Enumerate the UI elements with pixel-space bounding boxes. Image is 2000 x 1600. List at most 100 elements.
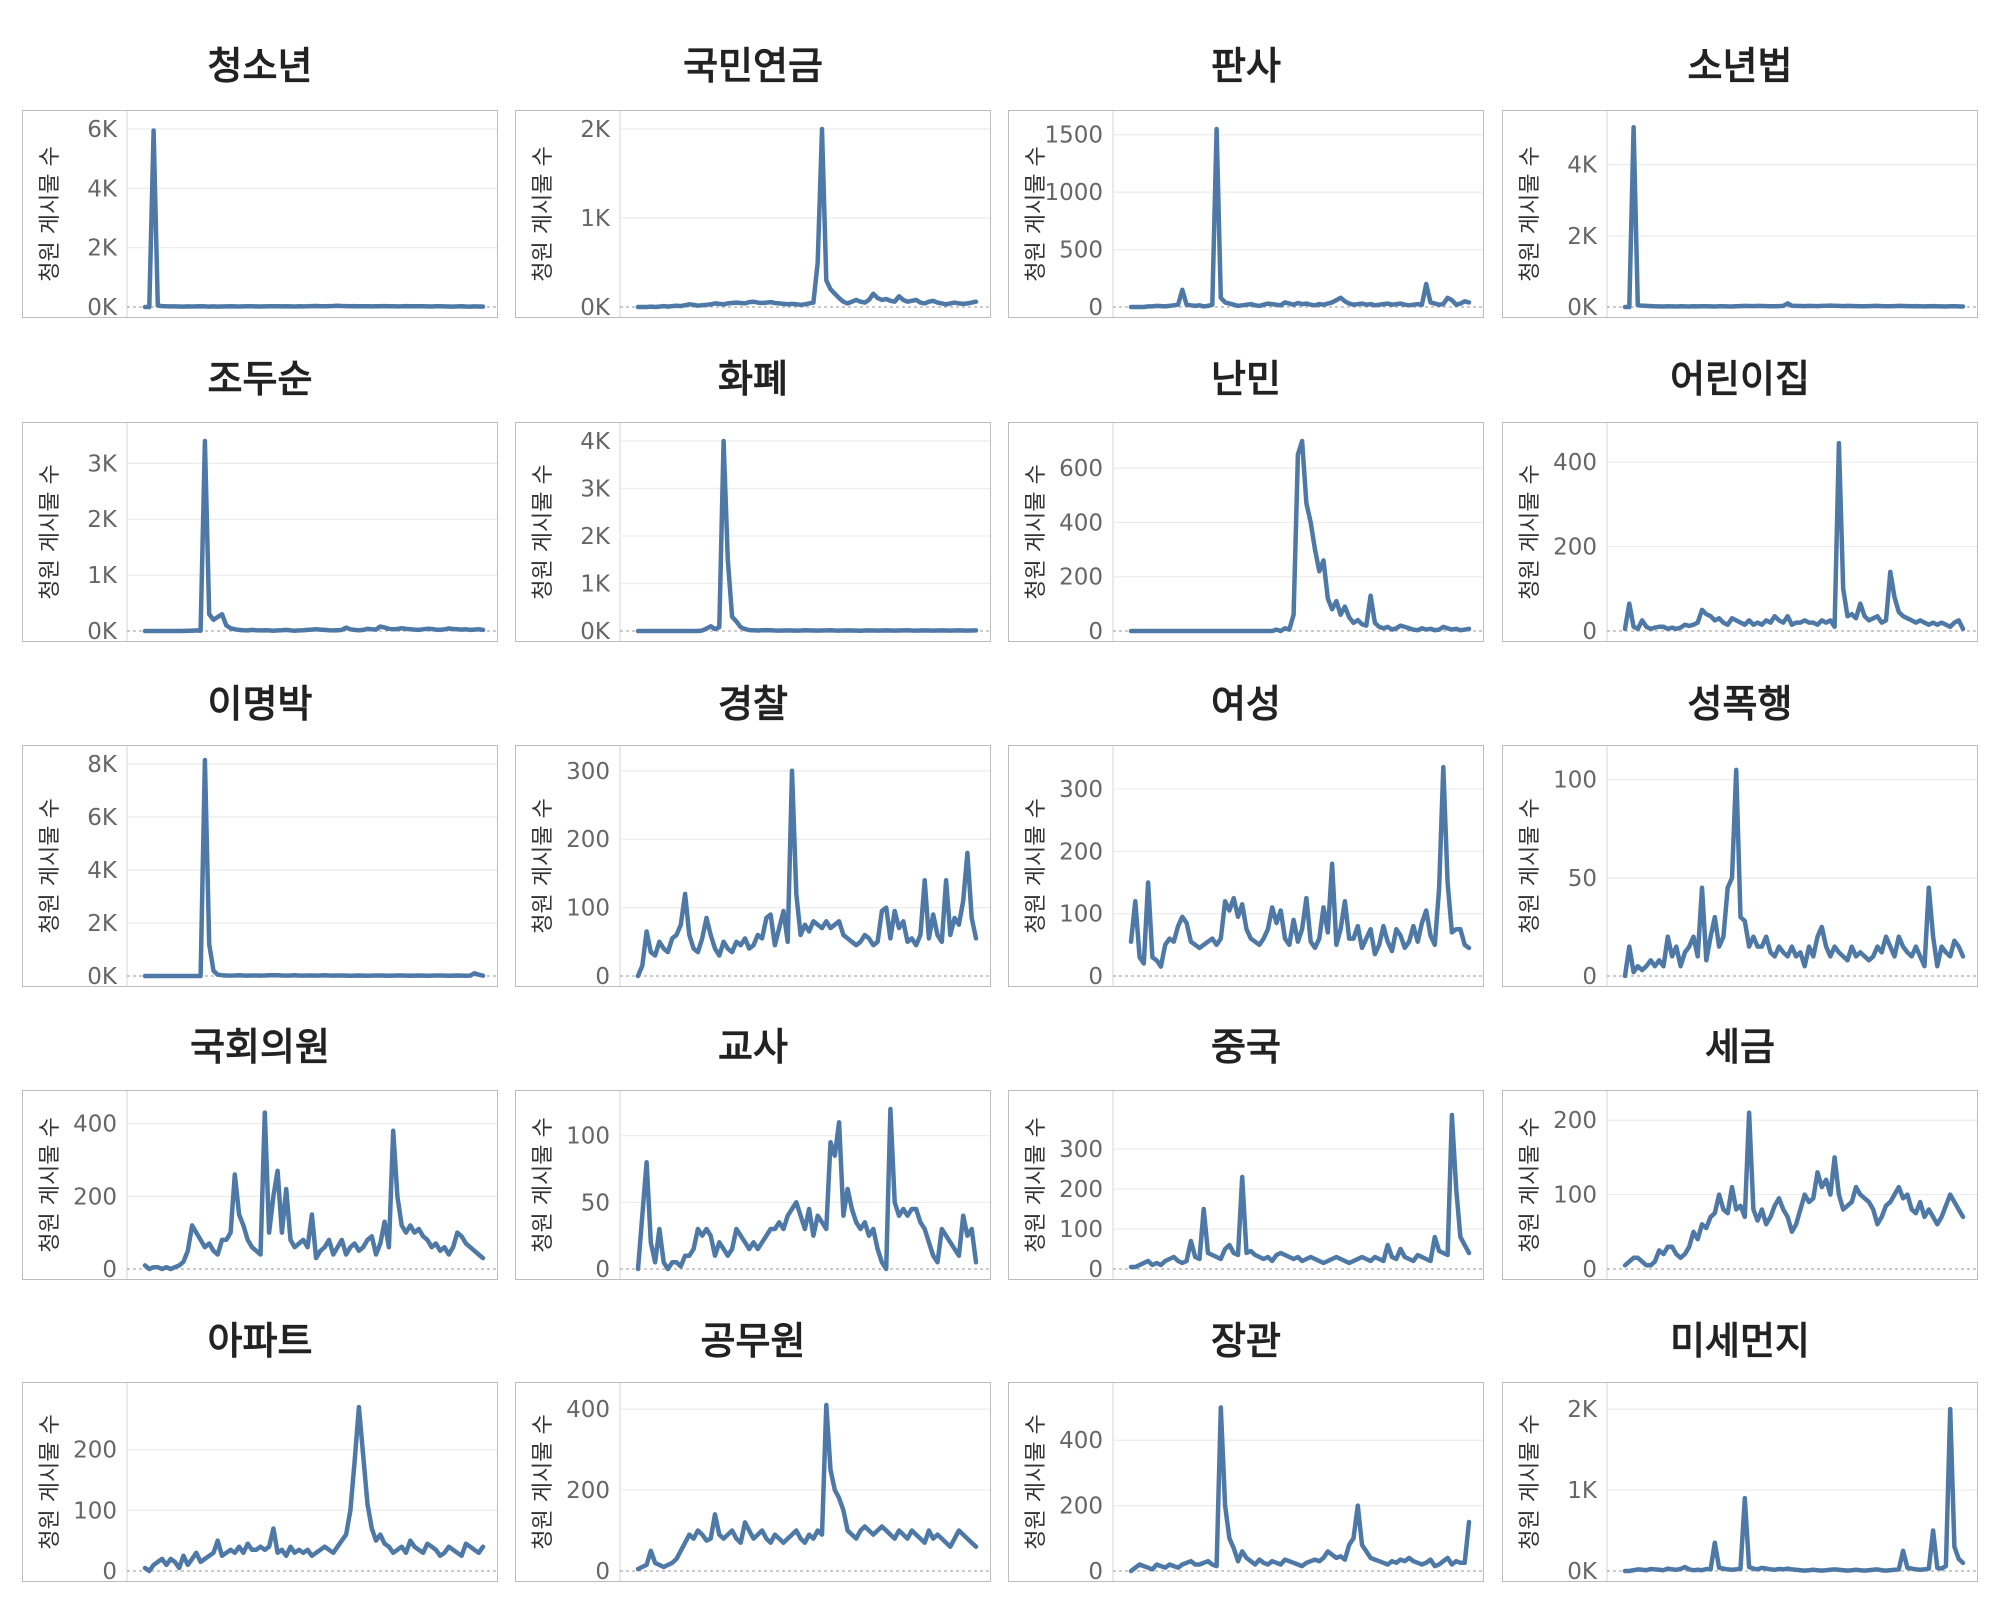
chart-panel: 판사 청원 게시물 수 0 500 1000 1500 xyxy=(1008,35,1484,318)
chart-panel: 성폭행 청원 게시물 수 0 50 100 xyxy=(1502,673,1978,987)
y-tick-label: 100 xyxy=(566,1124,610,1150)
series-line xyxy=(142,1110,486,1272)
series-line xyxy=(1622,440,1966,632)
y-tick-label: 0K xyxy=(87,964,118,986)
chart-frame: 청원 게시물 수 0K 1K 2K 3K xyxy=(22,422,498,642)
chart-frame: 청원 게시물 수 0 200 400 xyxy=(22,1090,498,1280)
series-line xyxy=(1128,764,1472,969)
series-line xyxy=(142,128,486,310)
chart-frame: 청원 게시물 수 0 200 400 xyxy=(1008,1382,1484,1582)
chart-panel: 공무원 청원 게시물 수 0 200 400 xyxy=(515,1310,991,1582)
chart-frame: 청원 게시물 수 0 100 200 xyxy=(1502,1090,1978,1280)
y-tick-label: 3K xyxy=(580,477,611,503)
series-line xyxy=(1128,126,1472,310)
chart-panel: 조두순 청원 게시물 수 0K 1K 2K 3K xyxy=(22,348,498,642)
y-tick-label: 0 xyxy=(102,1257,117,1279)
line-chart: 0 100 200 300 xyxy=(566,746,990,986)
chart-title: 청소년 xyxy=(207,44,313,88)
chart-title: 국회의원 xyxy=(190,1025,330,1069)
chart-frame: 청원 게시물 수 0 100 200 300 xyxy=(515,745,991,987)
series-line xyxy=(635,1106,979,1272)
y-tick-label: 0 xyxy=(1088,295,1103,317)
y-tick-label: 0 xyxy=(1088,1559,1103,1581)
line-chart: 0 200 400 xyxy=(1553,423,1977,641)
line-chart: 0 100 200 xyxy=(1553,1091,1977,1279)
line-chart: 0K 2K 4K xyxy=(1567,111,1977,317)
y-tick-label: 100 xyxy=(73,1498,117,1524)
y-tick-label: 2K xyxy=(580,524,611,550)
y-tick-label: 0 xyxy=(1088,619,1103,641)
y-tick-label: 2K xyxy=(1567,224,1598,250)
chart-title: 세금 xyxy=(1705,1025,1775,1069)
y-tick-label: 4K xyxy=(87,176,118,202)
y-tick-label: 4K xyxy=(580,429,611,455)
y-tick-label: 0 xyxy=(102,1559,117,1581)
chart-panel: 어린이집 청원 게시물 수 0 200 400 xyxy=(1502,348,1978,642)
y-tick-label: 1500 xyxy=(1044,123,1103,149)
chart-title: 성폭행 xyxy=(1687,682,1793,726)
line-chart: 0 50 100 xyxy=(1553,746,1977,986)
y-tick-label: 4K xyxy=(87,858,118,884)
y-tick-label: 1K xyxy=(87,563,118,589)
line-chart: 0K 1K 2K 3K 4K xyxy=(580,423,990,641)
chart-panel: 화폐 청원 게시물 수 0K 1K 2K 3K 4K xyxy=(515,348,991,642)
y-tick-label: 0K xyxy=(1567,295,1598,317)
y-tick-label: 100 xyxy=(1059,1217,1103,1243)
chart-title: 장관 xyxy=(1211,1319,1281,1363)
chart-frame: 청원 게시물 수 0K 2K 4K 6K xyxy=(22,110,498,318)
y-tick-label: 0 xyxy=(1582,1257,1597,1279)
chart-title: 어린이집 xyxy=(1670,357,1810,401)
y-tick-label: 100 xyxy=(566,896,610,922)
y-tick-label: 300 xyxy=(566,759,610,785)
series-line xyxy=(635,768,979,979)
y-tick-label: 1K xyxy=(580,572,611,598)
y-tick-label: 400 xyxy=(1553,450,1597,476)
y-tick-label: 100 xyxy=(1553,1183,1597,1209)
chart-title: 판사 xyxy=(1211,44,1281,88)
y-tick-label: 200 xyxy=(1059,1177,1103,1203)
chart-panel: 소년법 청원 게시물 수 0K 2K 4K xyxy=(1502,35,1978,318)
chart-frame: 청원 게시물 수 0 100 200 300 xyxy=(1008,745,1484,987)
series-line xyxy=(142,1404,486,1574)
series-line xyxy=(142,757,486,979)
y-tick-label: 0K xyxy=(580,295,611,317)
chart-frame: 청원 게시물 수 0K 1K 2K xyxy=(515,110,991,318)
y-tick-label: 100 xyxy=(1059,902,1103,928)
series-line xyxy=(142,438,486,634)
y-tick-label: 0K xyxy=(87,619,118,641)
y-tick-label: 0 xyxy=(1582,964,1597,986)
y-tick-label: 0 xyxy=(1582,619,1597,641)
y-tick-label: 100 xyxy=(1553,768,1597,794)
series-line xyxy=(1128,438,1472,634)
line-chart: 0K 1K 2K 3K xyxy=(87,423,497,641)
y-tick-label: 4K xyxy=(1567,153,1598,179)
series-line xyxy=(1622,124,1966,310)
chart-frame: 청원 게시물 수 0 200 400 600 xyxy=(1008,422,1484,642)
series-line xyxy=(635,438,979,634)
chart-title: 난민 xyxy=(1211,357,1281,401)
chart-title: 여성 xyxy=(1211,682,1281,726)
series-line xyxy=(635,1402,979,1572)
chart-frame: 청원 게시물 수 0 50 100 xyxy=(515,1090,991,1280)
line-chart: 0K 2K 4K 6K xyxy=(87,111,497,317)
y-tick-label: 200 xyxy=(566,827,610,853)
line-chart: 0 200 400 xyxy=(73,1091,497,1279)
series-line xyxy=(1622,1110,1966,1268)
chart-frame: 청원 게시물 수 0K 2K 4K xyxy=(1502,110,1978,318)
y-tick-label: 50 xyxy=(1568,866,1597,892)
chart-title: 미세먼지 xyxy=(1670,1319,1810,1363)
line-chart: 0K 1K 2K xyxy=(1567,1383,1977,1581)
line-chart: 0K 2K 4K 6K 8K xyxy=(87,746,497,986)
chart-panel: 미세먼지 청원 게시물 수 0K 1K 2K xyxy=(1502,1310,1978,1582)
chart-frame: 청원 게시물 수 0 100 200 xyxy=(22,1382,498,1582)
chart-frame: 청원 게시물 수 0K 2K 4K 6K 8K xyxy=(22,745,498,987)
chart-frame: 청원 게시물 수 0 50 100 xyxy=(1502,745,1978,987)
y-tick-label: 2K xyxy=(87,911,118,937)
y-tick-label: 200 xyxy=(73,1184,117,1210)
y-tick-label: 0 xyxy=(595,964,610,986)
y-tick-label: 0K xyxy=(1567,1559,1598,1581)
y-tick-label: 400 xyxy=(566,1397,610,1423)
y-tick-label: 600 xyxy=(1059,456,1103,482)
chart-title: 공무원 xyxy=(700,1319,806,1363)
